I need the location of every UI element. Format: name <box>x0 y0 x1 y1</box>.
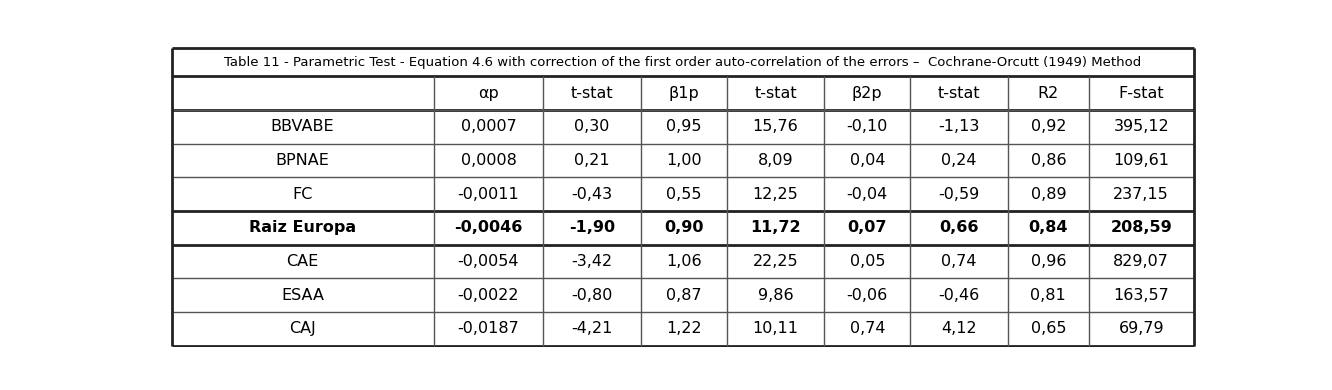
Text: 0,84: 0,84 <box>1028 220 1068 235</box>
Text: -3,42: -3,42 <box>571 254 613 269</box>
Text: F-stat: F-stat <box>1119 86 1164 101</box>
Text: 1,06: 1,06 <box>666 254 702 269</box>
Text: CAE: CAE <box>286 254 318 269</box>
Text: 0,0007: 0,0007 <box>461 119 517 135</box>
Text: R2: R2 <box>1038 86 1059 101</box>
Text: -0,10: -0,10 <box>847 119 888 135</box>
Text: 9,86: 9,86 <box>758 287 794 303</box>
Text: 0,92: 0,92 <box>1031 119 1066 135</box>
Text: 0,30: 0,30 <box>574 119 610 135</box>
Text: 0,95: 0,95 <box>666 119 702 135</box>
Text: 0,90: 0,90 <box>665 220 703 235</box>
Text: 163,57: 163,57 <box>1114 287 1169 303</box>
Text: 0,55: 0,55 <box>666 187 702 202</box>
Text: 1,00: 1,00 <box>666 153 702 168</box>
Text: -0,06: -0,06 <box>847 287 888 303</box>
Text: 0,74: 0,74 <box>850 321 884 336</box>
Text: t-stat: t-stat <box>938 86 980 101</box>
Text: 395,12: 395,12 <box>1114 119 1169 135</box>
Text: 0,96: 0,96 <box>1031 254 1066 269</box>
Text: -0,80: -0,80 <box>571 287 613 303</box>
Text: -0,0011: -0,0011 <box>458 187 519 202</box>
Text: 22,25: 22,25 <box>753 254 798 269</box>
Text: BBVABE: BBVABE <box>270 119 334 135</box>
Text: -0,43: -0,43 <box>571 187 613 202</box>
Text: Raiz Europa: Raiz Europa <box>249 220 356 235</box>
Text: 109,61: 109,61 <box>1114 153 1169 168</box>
Text: β2p: β2p <box>852 86 883 101</box>
Text: t-stat: t-stat <box>754 86 797 101</box>
Text: 0,24: 0,24 <box>942 153 976 168</box>
Text: 4,12: 4,12 <box>942 321 976 336</box>
Text: 829,07: 829,07 <box>1114 254 1169 269</box>
Text: 237,15: 237,15 <box>1114 187 1169 202</box>
Text: -0,0054: -0,0054 <box>458 254 519 269</box>
Text: 1,22: 1,22 <box>666 321 702 336</box>
Text: -0,0187: -0,0187 <box>458 321 519 336</box>
Text: 0,05: 0,05 <box>850 254 884 269</box>
Text: -0,0022: -0,0022 <box>458 287 519 303</box>
Text: 208,59: 208,59 <box>1111 220 1172 235</box>
Text: 0,21: 0,21 <box>574 153 610 168</box>
Text: ESAA: ESAA <box>281 287 324 303</box>
Text: 0,65: 0,65 <box>1031 321 1066 336</box>
Text: 11,72: 11,72 <box>750 220 801 235</box>
Text: 0,74: 0,74 <box>942 254 976 269</box>
Text: -0,59: -0,59 <box>938 187 979 202</box>
Text: 0,87: 0,87 <box>666 287 702 303</box>
Text: -1,13: -1,13 <box>938 119 979 135</box>
Text: 12,25: 12,25 <box>753 187 798 202</box>
Text: 0,0008: 0,0008 <box>461 153 517 168</box>
Text: Table 11 - Parametric Test - Equation 4.6 with correction of the first order aut: Table 11 - Parametric Test - Equation 4.… <box>224 56 1142 69</box>
Text: 69,79: 69,79 <box>1119 321 1164 336</box>
Text: BPNAE: BPNAE <box>276 153 329 168</box>
Text: 0,89: 0,89 <box>1031 187 1066 202</box>
Text: -1,90: -1,90 <box>569 220 615 235</box>
Text: 0,07: 0,07 <box>847 220 887 235</box>
Text: -0,46: -0,46 <box>938 287 979 303</box>
Text: CAJ: CAJ <box>289 321 316 336</box>
Text: -4,21: -4,21 <box>571 321 613 336</box>
Text: -0,0046: -0,0046 <box>454 220 522 235</box>
Text: 0,04: 0,04 <box>850 153 884 168</box>
Text: FC: FC <box>293 187 313 202</box>
Text: 10,11: 10,11 <box>753 321 799 336</box>
Text: 0,86: 0,86 <box>1031 153 1066 168</box>
Text: 0,81: 0,81 <box>1031 287 1066 303</box>
Text: αp: αp <box>478 86 500 101</box>
Text: 15,76: 15,76 <box>753 119 798 135</box>
Text: -0,04: -0,04 <box>847 187 888 202</box>
Text: 8,09: 8,09 <box>758 153 794 168</box>
Text: t-stat: t-stat <box>571 86 614 101</box>
Text: β1p: β1p <box>669 86 699 101</box>
Text: 0,66: 0,66 <box>939 220 979 235</box>
